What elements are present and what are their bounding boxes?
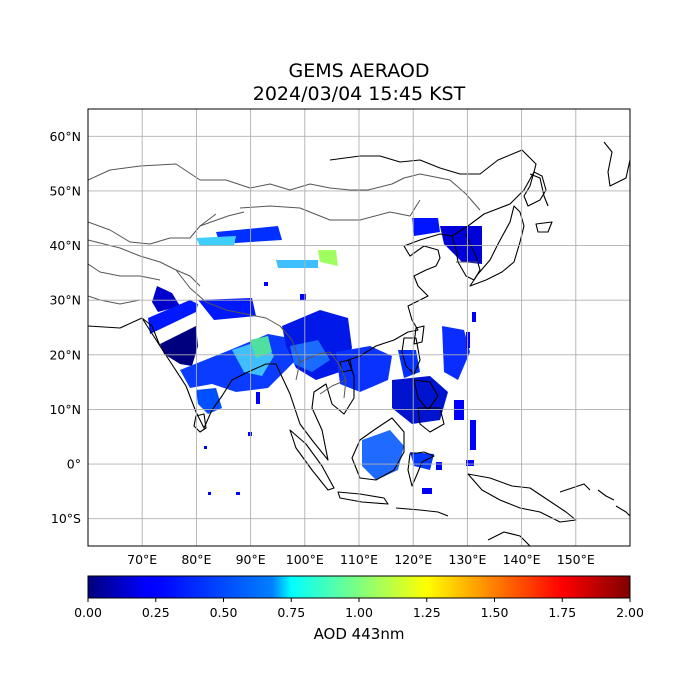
lon-tick-label: 120°E — [394, 552, 432, 567]
lon-tick-label: 110°E — [340, 552, 378, 567]
lat-tick-label: 10°S — [51, 511, 81, 526]
map-title: GEMS AERAOD — [288, 60, 430, 82]
aod-patch-sea-mainland — [336, 346, 392, 392]
longitude-ticks: 70°E 80°E 90°E 100°E 110°E 120°E 130°E 140°E 150… — [127, 552, 595, 567]
aod-patch-borneo — [362, 430, 404, 480]
colorbar-tick-label: 0.75 — [277, 605, 305, 620]
aod-patch-afghan-border — [148, 300, 198, 334]
aod-patch-tarim-cyan — [196, 236, 236, 246]
aod-patch-mongolia-north — [412, 218, 440, 236]
colorbar-tick-label: 0.25 — [142, 605, 170, 620]
lon-tick-label: 100°E — [286, 552, 324, 567]
colorbar-tick-label: 1.50 — [481, 605, 509, 620]
colorbar-tick-label: 1.75 — [548, 605, 576, 620]
colorbar-ticks: 0.00 0.25 0.50 0.75 1.00 1.25 1.50 1.75 2.00 — [74, 598, 644, 620]
coastlines — [88, 141, 630, 546]
map-area — [88, 109, 630, 546]
lat-tick-label: 30°N — [49, 293, 81, 308]
lon-tick-label: 80°E — [181, 552, 211, 567]
lat-tick-label: 40°N — [49, 238, 81, 253]
lon-tick-label: 140°E — [503, 552, 541, 567]
lat-tick-label: 20°N — [49, 347, 81, 362]
gridlines — [88, 109, 630, 546]
aod-patch-sulawesi — [410, 452, 434, 470]
map-frame — [87, 108, 631, 547]
lon-tick-label: 150°E — [557, 552, 595, 567]
aod-patch-gujarat — [160, 326, 198, 366]
aod-patch-tibet — [198, 298, 256, 320]
aod-patch-pacific-east — [442, 326, 470, 380]
colorbar: 0.00 0.25 0.50 0.75 1.00 1.25 1.50 1.75 2.00 AOD… — [74, 575, 644, 643]
map-subtitle-timestamp: 2024/03/04 15:45 KST — [252, 83, 466, 105]
lat-tick-label: 0° — [67, 457, 81, 472]
colorbar-tick-label: 1.25 — [413, 605, 441, 620]
lon-tick-label: 130°E — [448, 552, 486, 567]
lat-tick-label: 60°N — [49, 129, 81, 144]
aod-patch-inner-mongolia — [318, 250, 338, 266]
lat-tick-label: 10°N — [49, 402, 81, 417]
lat-tick-label: 50°N — [49, 183, 81, 198]
lon-tick-label: 90°E — [236, 552, 266, 567]
aod-patch-india-south — [196, 388, 222, 414]
country-borders — [88, 163, 481, 399]
aod-patch-bengal-green — [250, 336, 272, 358]
colorbar-tick-label: 0.50 — [210, 605, 238, 620]
aod-scatter-pixels — [204, 282, 476, 495]
colorbar-gradient — [87, 575, 631, 599]
lon-tick-label: 70°E — [127, 552, 157, 567]
aod-patch-pakistan — [152, 286, 180, 312]
latitude-ticks: 60°N 50°N 40°N 30°N 20°N 10°N 0° 10°S — [49, 129, 81, 526]
colorbar-label: AOD 443nm — [314, 625, 405, 643]
colorbar-tick-label: 1.00 — [345, 605, 373, 620]
colorbar-tick-label: 2.00 — [616, 605, 644, 620]
colorbar-tick-label: 0.00 — [74, 605, 102, 620]
aod-patch-gansu — [276, 260, 318, 268]
